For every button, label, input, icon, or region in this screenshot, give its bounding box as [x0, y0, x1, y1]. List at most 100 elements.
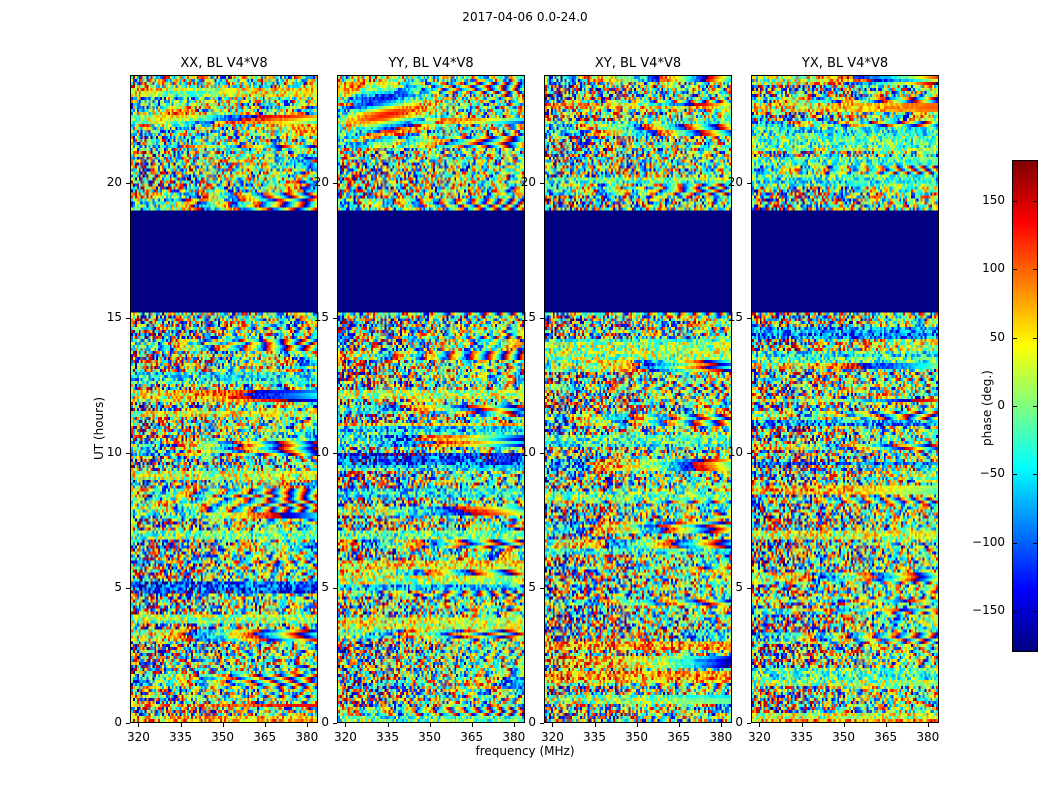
- x-tick-mark: [223, 723, 224, 727]
- y-tick-mark: [333, 453, 337, 454]
- panel-title-xy: XY, BL V4*V8: [594, 56, 682, 71]
- y-tick-label: 15: [520, 310, 536, 324]
- x-tick-mark: [721, 723, 722, 727]
- colorbar-tick-mark: [1012, 201, 1017, 202]
- x-tick-mark: [138, 723, 139, 727]
- y-tick-mark: [126, 453, 130, 454]
- y-tick-mark: [540, 453, 544, 454]
- x-tick-mark: [886, 723, 887, 727]
- x-tick-mark: [265, 723, 266, 727]
- waterfall-panel-xy: [544, 75, 732, 723]
- waterfall-image-yy: [338, 76, 524, 722]
- x-tick-label: 335: [376, 730, 399, 744]
- colorbar-tick-mark: [1012, 611, 1017, 612]
- waterfall-panel-yx: [751, 75, 939, 723]
- x-tick-label: 380: [295, 730, 319, 744]
- x-tick-mark: [552, 723, 553, 727]
- colorbar-tick-mark: [1033, 611, 1038, 612]
- y-tick-label: 5: [528, 580, 536, 594]
- waterfall-panel-yy: [337, 75, 525, 723]
- y-tick-label: 15: [313, 310, 329, 324]
- colorbar-tick-mark: [1012, 338, 1017, 339]
- x-tick-label: 350: [832, 730, 856, 744]
- y-tick-label: 0: [735, 715, 743, 729]
- y-tick-mark: [747, 183, 751, 184]
- y-tick-label: 15: [727, 310, 743, 324]
- x-tick-mark: [181, 723, 182, 727]
- colorbar-label: phase (deg.): [980, 370, 994, 446]
- y-tick-mark: [747, 453, 751, 454]
- x-tick-mark: [345, 723, 346, 727]
- colorbar-tick-mark: [1033, 269, 1038, 270]
- colorbar-tick-mark: [1012, 406, 1017, 407]
- x-tick-label: 320: [126, 730, 150, 744]
- x-tick-mark: [679, 723, 680, 727]
- panel-title-yx: YX, BL V4*V8: [801, 56, 889, 71]
- x-tick-label: 365: [460, 730, 484, 744]
- colorbar-tick-label: −50: [979, 466, 1005, 481]
- colorbar-tick-mark: [1033, 474, 1038, 475]
- y-tick-mark: [540, 183, 544, 184]
- x-tick-mark: [388, 723, 389, 727]
- y-tick-label: 10: [106, 445, 122, 459]
- x-tick-label: 350: [625, 730, 649, 744]
- y-tick-mark: [540, 588, 544, 589]
- colorbar-tick-label: 0: [997, 398, 1005, 412]
- colorbar-tick-mark: [1033, 338, 1038, 339]
- colorbar-tick-label: 50: [989, 329, 1005, 344]
- y-tick-label: 15: [106, 310, 122, 324]
- x-tick-mark: [759, 723, 760, 727]
- y-tick-mark: [333, 723, 337, 724]
- y-tick-label: 20: [313, 175, 329, 189]
- y-tick-mark: [333, 318, 337, 319]
- colorbar-tick-mark: [1033, 543, 1038, 544]
- x-tick-label: 335: [583, 730, 606, 744]
- y-tick-mark: [126, 723, 130, 724]
- y-tick-mark: [126, 318, 130, 319]
- panel-title-xx: XX, BL V4*V8: [180, 56, 268, 71]
- x-tick-mark: [430, 723, 431, 727]
- colorbar-tick-mark: [1012, 474, 1017, 475]
- y-tick-label: 10: [727, 445, 743, 459]
- x-axis-label: frequency (MHz): [475, 744, 575, 758]
- y-tick-label: 5: [114, 580, 122, 594]
- x-tick-mark: [514, 723, 515, 727]
- y-tick-mark: [747, 318, 751, 319]
- colorbar-tick-label: −100: [972, 534, 1005, 549]
- colorbar-tick-mark: [1012, 543, 1017, 544]
- panel-title-yy: YY, BL V4*V8: [388, 56, 474, 71]
- x-tick-label: 350: [418, 730, 442, 744]
- colorbar-tick-label: 100: [982, 261, 1005, 276]
- colorbar-tick-label: −150: [972, 603, 1005, 617]
- x-tick-mark: [928, 723, 929, 727]
- waterfall-panel-xx: [130, 75, 318, 723]
- x-tick-label: 380: [502, 730, 526, 744]
- y-tick-label: 20: [106, 175, 122, 189]
- x-tick-label: 320: [333, 730, 357, 744]
- x-tick-mark: [472, 723, 473, 727]
- figure-suptitle: 2017-04-06 0.0-24.0: [462, 10, 588, 24]
- y-tick-mark: [333, 588, 337, 589]
- x-tick-mark: [307, 723, 308, 727]
- colorbar-tick-mark: [1033, 406, 1038, 407]
- y-tick-mark: [540, 318, 544, 319]
- x-tick-label: 320: [747, 730, 771, 744]
- y-tick-mark: [126, 183, 130, 184]
- y-tick-mark: [747, 588, 751, 589]
- x-tick-label: 320: [540, 730, 564, 744]
- x-tick-label: 365: [253, 730, 277, 744]
- x-tick-mark: [637, 723, 638, 727]
- x-tick-label: 350: [211, 730, 235, 744]
- y-tick-label: 5: [735, 580, 743, 594]
- y-tick-mark: [333, 183, 337, 184]
- x-tick-label: 380: [916, 730, 940, 744]
- colorbar-tick-label: 150: [982, 193, 1005, 207]
- x-tick-label: 335: [169, 730, 192, 744]
- y-tick-mark: [540, 723, 544, 724]
- x-tick-label: 380: [709, 730, 733, 744]
- waterfall-image-xy: [545, 76, 731, 722]
- y-axis-label: UT (hours): [92, 396, 106, 460]
- y-tick-label: 10: [313, 445, 329, 459]
- x-tick-mark: [595, 723, 596, 727]
- y-tick-label: 0: [114, 715, 122, 729]
